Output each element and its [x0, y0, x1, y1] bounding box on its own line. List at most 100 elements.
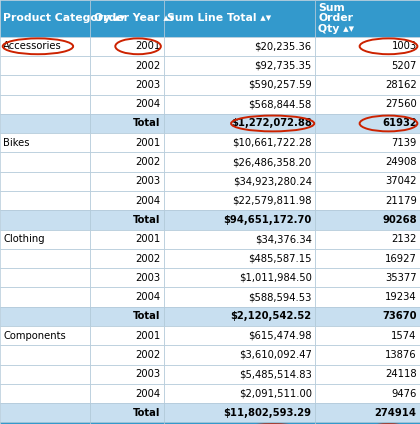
Bar [164, 229, 315, 249]
Bar [90, 422, 164, 424]
Text: 61932: 61932 [382, 118, 417, 128]
Bar [90, 229, 164, 249]
Bar [164, 287, 315, 307]
Bar [90, 114, 164, 133]
Bar [315, 287, 420, 307]
Bar [90, 0, 164, 36]
Bar [90, 307, 164, 326]
Text: 21179: 21179 [385, 195, 417, 206]
Bar [315, 384, 420, 403]
Bar [315, 191, 420, 210]
Bar [164, 191, 315, 210]
Bar [315, 249, 420, 268]
Text: $34,923,280.24: $34,923,280.24 [233, 176, 312, 186]
Bar [0, 210, 90, 229]
Bar [90, 268, 164, 287]
Text: 24908: 24908 [385, 157, 417, 167]
Bar [315, 75, 420, 95]
Text: 27560: 27560 [385, 99, 417, 109]
Bar [0, 152, 90, 172]
Bar [0, 365, 90, 384]
Bar [164, 95, 315, 114]
Text: $10,661,722.28: $10,661,722.28 [232, 138, 312, 148]
Text: 2004: 2004 [135, 99, 160, 109]
Text: Bikes: Bikes [3, 138, 30, 148]
Bar [0, 307, 90, 326]
Bar [315, 229, 420, 249]
Bar [164, 56, 315, 75]
Text: $568,844.58: $568,844.58 [248, 99, 312, 109]
Bar [0, 56, 90, 75]
Text: $1,011,984.50: $1,011,984.50 [239, 273, 312, 283]
Bar [90, 75, 164, 95]
Bar [90, 172, 164, 191]
Bar [0, 326, 90, 345]
Text: 1003: 1003 [391, 41, 417, 51]
Bar [164, 75, 315, 95]
Bar [90, 365, 164, 384]
Text: $2,091,511.00: $2,091,511.00 [239, 388, 312, 399]
Bar [90, 249, 164, 268]
Bar [164, 268, 315, 287]
Bar [315, 268, 420, 287]
Text: $588,594.53: $588,594.53 [248, 292, 312, 302]
Text: 73670: 73670 [382, 311, 417, 321]
Bar [315, 422, 420, 424]
Bar [0, 95, 90, 114]
Text: $94,651,172.70: $94,651,172.70 [223, 215, 312, 225]
Bar [90, 403, 164, 422]
Text: 2002: 2002 [135, 61, 160, 70]
Text: 2003: 2003 [135, 176, 160, 186]
Text: 24118: 24118 [385, 369, 417, 379]
Text: Clothing: Clothing [3, 234, 45, 244]
Bar [90, 287, 164, 307]
Bar [0, 191, 90, 210]
Text: $3,610,092.47: $3,610,092.47 [239, 350, 312, 360]
Bar [315, 0, 420, 36]
Bar [0, 36, 90, 56]
Bar [315, 345, 420, 365]
Bar [0, 345, 90, 365]
Bar [315, 307, 420, 326]
Text: 2001: 2001 [135, 331, 160, 340]
Bar [90, 95, 164, 114]
Bar [164, 345, 315, 365]
Bar [90, 326, 164, 345]
Bar [164, 249, 315, 268]
Bar [90, 133, 164, 152]
Bar [315, 95, 420, 114]
Bar [164, 365, 315, 384]
Text: 19234: 19234 [385, 292, 417, 302]
Text: 2001: 2001 [135, 41, 160, 51]
Bar [164, 210, 315, 229]
Bar [315, 403, 420, 422]
Text: Sum Line Total ▴▾: Sum Line Total ▴▾ [167, 13, 271, 23]
Text: 1574: 1574 [391, 331, 417, 340]
Bar [164, 133, 315, 152]
Bar [0, 422, 90, 424]
Text: Sum
Order
Qty ▴▾: Sum Order Qty ▴▾ [318, 3, 354, 34]
Bar [164, 36, 315, 56]
Text: Order Year ▴▾: Order Year ▴▾ [94, 13, 174, 23]
Text: $2,120,542.52: $2,120,542.52 [231, 311, 312, 321]
Bar [90, 345, 164, 365]
Bar [315, 114, 420, 133]
Text: 37042: 37042 [385, 176, 417, 186]
Text: $590,257.59: $590,257.59 [248, 80, 312, 90]
Text: 2002: 2002 [135, 157, 160, 167]
Bar [90, 210, 164, 229]
Bar [0, 229, 90, 249]
Text: 2132: 2132 [391, 234, 417, 244]
Text: 7139: 7139 [391, 138, 417, 148]
Text: $26,486,358.20: $26,486,358.20 [233, 157, 312, 167]
Bar [315, 152, 420, 172]
Bar [90, 384, 164, 403]
Bar [0, 268, 90, 287]
Bar [164, 422, 315, 424]
Text: 2001: 2001 [135, 234, 160, 244]
Text: 5207: 5207 [391, 61, 417, 70]
Bar [164, 307, 315, 326]
Text: 2001: 2001 [135, 138, 160, 148]
Bar [0, 384, 90, 403]
Text: $11,802,593.29: $11,802,593.29 [223, 408, 312, 418]
